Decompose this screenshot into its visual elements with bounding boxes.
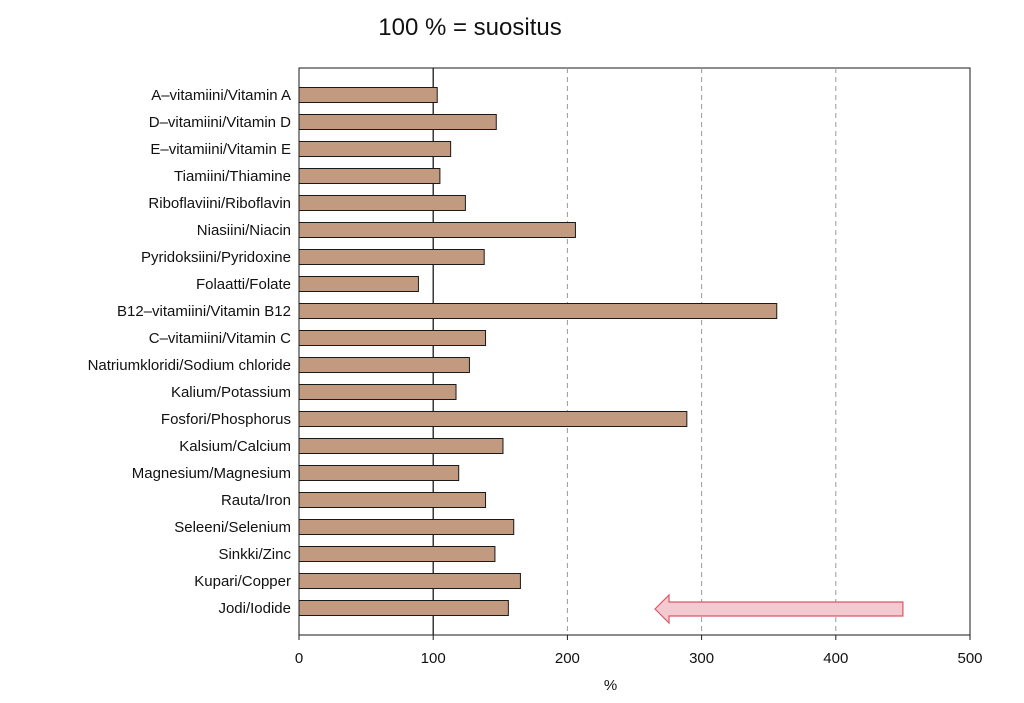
left-arrow-annotation (654, 593, 904, 625)
bar (298, 195, 466, 211)
category-label: Sinkki/Zinc (218, 546, 291, 563)
category-label: Jodi/Iodide (218, 600, 291, 617)
x-axis-title: % (604, 677, 617, 694)
category-label: D–vitamiini/Vitamin D (149, 114, 291, 131)
plot-area-border (298, 67, 971, 636)
category-label: Riboflaviini/Riboflavin (148, 195, 291, 212)
bar (298, 492, 487, 508)
category-label: E–vitamiini/Vitamin E (150, 141, 291, 158)
chart-title: 100 % = suositus (378, 14, 562, 41)
bar (298, 384, 457, 400)
bar (298, 168, 441, 184)
category-label: Kalsium/Calcium (179, 438, 291, 455)
bar (298, 465, 460, 481)
category-label: B12–vitamiini/Vitamin B12 (117, 303, 291, 320)
category-label: Tiamiini/Thiamine (174, 168, 291, 185)
category-label: Natriumkloridi/Sodium chloride (88, 357, 291, 374)
category-label: Seleeni/Selenium (174, 519, 291, 536)
bar (298, 222, 576, 238)
category-label: A–vitamiini/Vitamin A (151, 87, 291, 104)
category-label: Fosfori/Phosphorus (161, 411, 291, 428)
bar (298, 411, 688, 427)
bar (298, 249, 485, 265)
category-label: Niasiini/Niacin (197, 222, 291, 239)
bar (298, 573, 521, 589)
x-tick-label: 400 (823, 650, 848, 667)
category-label: Magnesium/Magnesium (132, 465, 291, 482)
bar (298, 303, 778, 319)
bar (298, 141, 452, 157)
category-label: Pyridoksiini/Pyridoxine (141, 249, 291, 266)
category-label: C–vitamiini/Vitamin C (149, 330, 291, 347)
bar (298, 114, 497, 130)
x-tick-label: 200 (555, 650, 580, 667)
bar (298, 357, 470, 373)
bar (298, 276, 419, 292)
category-label: Folaatti/Folate (196, 276, 291, 293)
bar (298, 600, 509, 616)
bar (298, 87, 438, 103)
x-tick-label: 0 (295, 650, 303, 667)
category-label: Kupari/Copper (194, 573, 291, 590)
category-label: Rauta/Iron (221, 492, 291, 509)
bar (298, 519, 515, 535)
x-tick-label: 100 (421, 650, 446, 667)
bar (298, 330, 487, 346)
x-tick-label: 300 (689, 650, 714, 667)
x-tick-label: 500 (957, 650, 982, 667)
bar (298, 546, 496, 562)
category-label: Kalium/Potassium (171, 384, 291, 401)
bar (298, 438, 504, 454)
